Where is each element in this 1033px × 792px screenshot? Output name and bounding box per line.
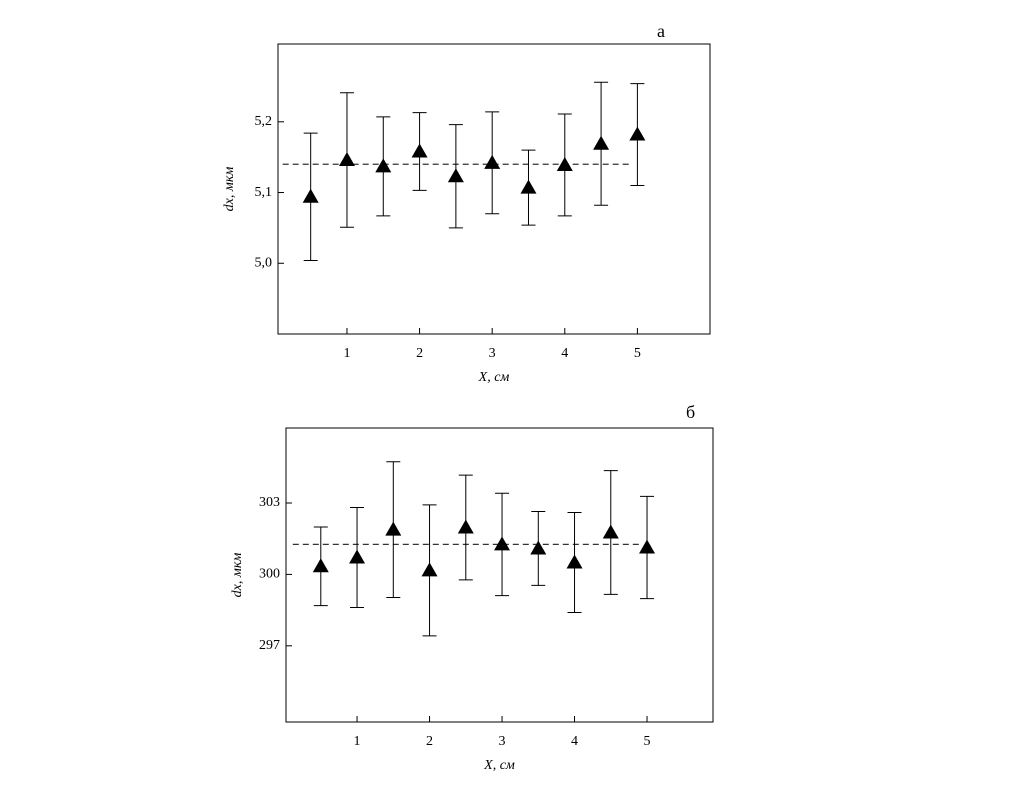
x-tick-label: 2 xyxy=(416,346,423,361)
marker xyxy=(639,539,656,554)
marker xyxy=(494,536,511,551)
x-tick-label: 5 xyxy=(634,346,641,361)
marker xyxy=(520,179,537,194)
y-tick-label: 303 xyxy=(259,495,280,510)
marker xyxy=(421,562,438,577)
marker xyxy=(484,154,501,169)
marker xyxy=(629,126,646,141)
marker xyxy=(312,558,329,573)
plot-frame xyxy=(285,427,714,723)
panel-label: б xyxy=(686,402,695,422)
marker xyxy=(566,554,583,569)
y-tick-label: 297 xyxy=(259,638,280,653)
plot-frame xyxy=(277,43,711,335)
x-tick-label: 4 xyxy=(571,734,578,749)
y-tick-label: 5,2 xyxy=(255,114,273,129)
x-tick-label: 4 xyxy=(561,346,568,361)
marker xyxy=(447,168,464,183)
x-tick-label: 2 xyxy=(426,734,433,749)
x-tick-label: 5 xyxy=(644,734,651,749)
y-tick-label: 5,0 xyxy=(255,255,273,270)
marker xyxy=(349,549,366,564)
marker xyxy=(530,540,547,555)
marker xyxy=(457,519,474,534)
y-tick-label: 5,1 xyxy=(255,185,273,200)
marker xyxy=(302,188,319,203)
x-tick-label: 1 xyxy=(354,734,361,749)
y-tick-label: 300 xyxy=(259,567,280,582)
marker xyxy=(593,135,610,150)
marker xyxy=(338,152,355,166)
x-tick-label: 3 xyxy=(499,734,506,749)
x-tick-label: 3 xyxy=(489,346,496,361)
marker xyxy=(411,143,428,158)
y-axis-label: dx, мкм xyxy=(222,167,237,212)
panel-label: а xyxy=(657,21,665,41)
marker xyxy=(375,158,392,173)
marker xyxy=(556,156,573,171)
marker xyxy=(385,521,402,536)
y-axis-label: dx, мкм xyxy=(230,553,245,598)
marker xyxy=(602,524,619,539)
x-axis-label: X, см xyxy=(478,370,510,385)
x-tick-label: 1 xyxy=(343,346,350,361)
x-axis-label: X, см xyxy=(483,758,515,773)
